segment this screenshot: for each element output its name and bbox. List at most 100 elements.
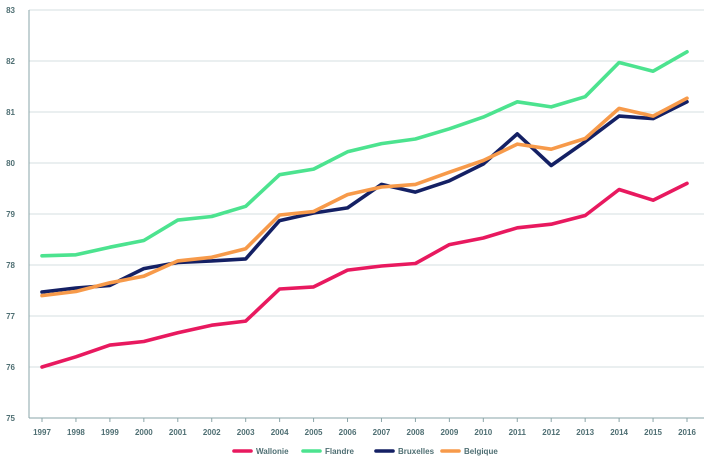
series-line-belgique (40, 96, 689, 298)
data-point (516, 226, 519, 229)
data-point (380, 265, 383, 268)
data-point (686, 182, 689, 185)
legend-item-belgique: Belgique (440, 447, 498, 456)
y-tick-label: 83 (6, 6, 15, 15)
data-point (448, 243, 451, 246)
data-point (312, 168, 315, 171)
data-point (652, 199, 655, 202)
series-bruxelles (40, 100, 689, 294)
data-point (618, 188, 621, 191)
y-tick-label: 77 (6, 312, 15, 321)
data-point (380, 185, 383, 188)
x-tick-label: 2007 (373, 428, 391, 437)
y-tick-label: 75 (6, 414, 15, 423)
data-point (74, 253, 77, 256)
data-point (142, 267, 145, 270)
x-tick-label: 2000 (135, 428, 153, 437)
x-tick-label: 2008 (407, 428, 425, 437)
data-point (244, 247, 247, 250)
data-point (346, 269, 349, 272)
data-point (482, 236, 485, 239)
data-point (686, 97, 689, 100)
data-point (74, 355, 77, 358)
data-point (550, 164, 553, 167)
data-point (414, 191, 417, 194)
data-point (584, 137, 587, 140)
series-line-bruxelles (40, 100, 689, 294)
data-point (448, 127, 451, 130)
data-point (652, 70, 655, 73)
legend: Wallonie Flandre Bruxelles Belgique (232, 447, 498, 456)
x-tick-label: 2015 (644, 428, 662, 437)
data-point (516, 132, 519, 135)
data-point (414, 183, 417, 186)
data-point (618, 107, 621, 110)
data-point (414, 262, 417, 265)
x-tick-label: 2005 (305, 428, 323, 437)
y-tick-label: 82 (6, 57, 15, 66)
data-point (312, 285, 315, 288)
data-point (74, 290, 77, 293)
y-tick-label: 80 (6, 159, 15, 168)
legend-label: Wallonie (256, 447, 289, 456)
data-point (176, 331, 179, 334)
data-point (176, 219, 179, 222)
data-point (278, 219, 281, 222)
legend-item-bruxelles: Bruxelles (374, 447, 435, 456)
x-tick-label: 2012 (542, 428, 560, 437)
data-point (41, 294, 44, 297)
y-tick-label: 81 (6, 108, 15, 117)
x-tick-label: 2011 (509, 428, 527, 437)
y-tick-label: 76 (6, 363, 15, 372)
data-point (346, 150, 349, 153)
data-point (516, 143, 519, 146)
data-point (516, 100, 519, 103)
data-point (448, 171, 451, 174)
data-point (482, 163, 485, 166)
data-point (448, 179, 451, 182)
data-point (210, 259, 213, 262)
data-point (482, 159, 485, 162)
data-point (618, 115, 621, 118)
x-tick-label: 2004 (271, 428, 289, 437)
x-tick-label: 1997 (33, 428, 51, 437)
data-point (108, 344, 111, 347)
grid-layer (29, 9, 704, 368)
x-tick-label: 2013 (576, 428, 594, 437)
data-point (618, 61, 621, 64)
series-wallonie (40, 181, 689, 369)
data-point (108, 281, 111, 284)
y-tick-label: 78 (6, 261, 15, 270)
x-tick-label: 2014 (610, 428, 628, 437)
x-tick-label: 2006 (339, 428, 357, 437)
data-point (41, 291, 44, 294)
y-tick-label: 79 (6, 210, 15, 219)
legend-label: Bruxelles (398, 447, 435, 456)
x-tick-label: 2001 (169, 428, 187, 437)
x-tick-label: 2016 (678, 428, 696, 437)
data-point (584, 214, 587, 217)
data-point (74, 286, 77, 289)
data-point (346, 193, 349, 196)
x-tick-label: 1998 (67, 428, 85, 437)
x-tick-label: 2009 (440, 428, 458, 437)
data-point (312, 210, 315, 213)
data-point (652, 115, 655, 118)
axis-layer: 75 76 77 78 79 80 81 82 83 1997 1998 1999 2000 2001 20… (6, 6, 704, 437)
data-point (380, 142, 383, 145)
data-point (41, 366, 44, 369)
data-point (41, 254, 44, 257)
data-point (210, 215, 213, 218)
data-point (482, 116, 485, 119)
data-point (142, 275, 145, 278)
data-point (244, 205, 247, 208)
legend-item-wallonie: Wallonie (232, 447, 289, 456)
data-point (278, 287, 281, 290)
x-tick-label: 2003 (237, 428, 255, 437)
legend-label: Belgique (464, 447, 498, 456)
legend-item-flandre: Flandre (301, 447, 354, 456)
series-flandre (40, 49, 689, 258)
data-point (176, 259, 179, 262)
